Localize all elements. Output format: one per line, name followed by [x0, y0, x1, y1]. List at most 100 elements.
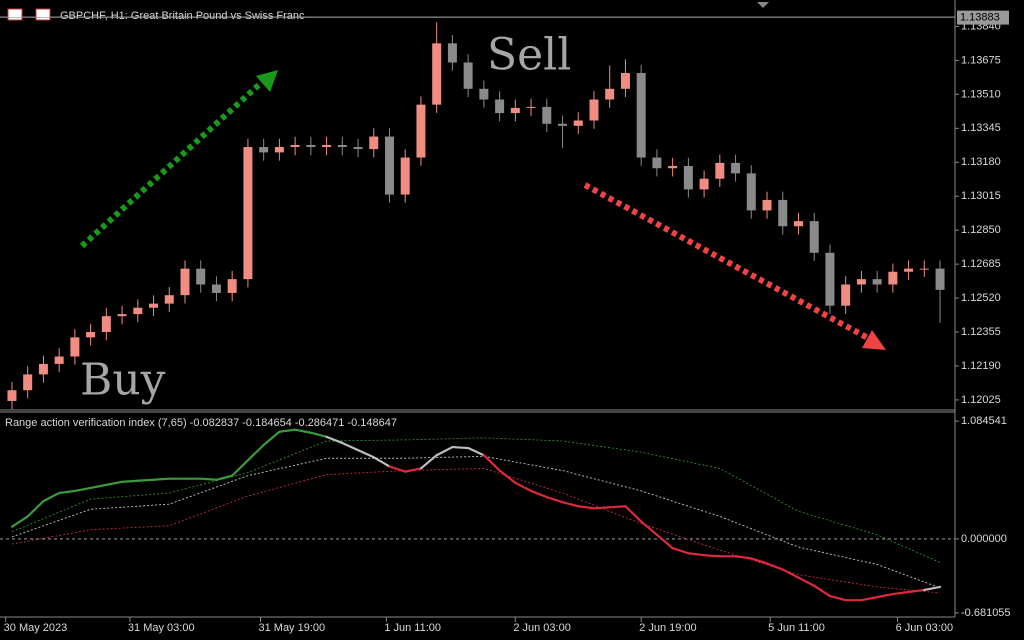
index-line-segment: [765, 562, 784, 571]
candle-body: [919, 268, 929, 270]
index-line-segment: [120, 479, 139, 483]
y-tick-label: -0.681055: [961, 607, 1011, 619]
index-line-segment: [372, 456, 391, 468]
candle-body: [652, 157, 662, 169]
x-tick-label: 5 Jun 11:00: [768, 622, 825, 634]
index-line-segment: [215, 474, 234, 481]
index-line-segment: [608, 505, 627, 509]
candle-body: [558, 123, 568, 126]
sell-label: Sell: [487, 30, 571, 81]
candle-body: [7, 390, 17, 401]
index-line-segment: [10, 515, 29, 528]
candle-body: [322, 144, 332, 148]
candle-body: [274, 147, 284, 153]
candle-body: [447, 43, 457, 63]
candle-body: [699, 178, 709, 190]
candle-body: [762, 199, 772, 211]
buy-arrow-head: [256, 70, 278, 92]
index-line-segment: [262, 430, 281, 447]
candle-body: [856, 279, 866, 285]
candle-body: [479, 88, 489, 100]
candle-body: [369, 136, 379, 150]
index-line-segment: [828, 594, 847, 602]
index-line-segment: [435, 445, 454, 457]
index-line-segment: [781, 568, 800, 579]
band-line: [11, 468, 941, 594]
last-price-label: 1.13883: [960, 12, 1000, 24]
candle-body: [400, 157, 410, 195]
candle-body: [731, 162, 741, 174]
index-line-segment: [498, 469, 517, 484]
index-line-segment: [136, 478, 155, 482]
x-tick-label: 2 Jun 03:00: [513, 622, 571, 634]
y-tick-label: 1.12190: [961, 360, 1001, 372]
icon[interactable]: [35, 8, 51, 21]
index-line-segment: [923, 585, 942, 592]
candle-body: [38, 363, 48, 375]
candle-body: [463, 62, 473, 89]
candle-body: [70, 337, 80, 357]
candle-body: [636, 72, 646, 158]
index-line-segment: [451, 445, 470, 450]
index-line-segment: [482, 454, 501, 472]
index-line-segment: [577, 505, 596, 510]
candle-body: [259, 147, 269, 153]
candle-body: [573, 120, 583, 126]
index-line-segment: [58, 489, 76, 495]
candle-body: [542, 106, 552, 124]
index-line-segment: [860, 596, 879, 602]
candle-body: [180, 268, 190, 296]
index-line-segment: [702, 554, 721, 558]
candle-body: [495, 99, 505, 114]
candle-body: [290, 144, 300, 148]
candle-body: [353, 147, 363, 150]
index-line-segment: [152, 477, 171, 481]
index-line-segment: [671, 547, 690, 555]
index-line-segment: [529, 489, 548, 499]
last-price-box: [957, 10, 1009, 25]
index-line-segment: [278, 428, 297, 433]
index-line-segment: [404, 467, 423, 473]
candle-body: [526, 106, 536, 108]
y-tick-label: 0.000000: [961, 533, 1007, 545]
candle-body: [841, 284, 851, 306]
index-line-segment: [341, 441, 360, 452]
candle-body: [306, 144, 316, 148]
candle-body: [54, 356, 64, 364]
index-line-segment: [876, 592, 894, 599]
y-tick-label: 1.084541: [961, 415, 1007, 427]
x-tick-label: 31 May 03:00: [128, 622, 195, 634]
candle-body: [384, 136, 394, 195]
y-tick-label: 1.13675: [961, 54, 1001, 66]
y-tick-label: 1.12355: [961, 326, 1001, 338]
candle-body: [337, 144, 347, 148]
index-line-segment: [231, 459, 250, 477]
index-line-segment: [199, 477, 218, 481]
candle-body: [416, 104, 426, 158]
x-tick-label: 31 May 19:00: [258, 622, 325, 634]
candle-body: [227, 279, 237, 293]
y-tick-label: 1.13180: [961, 156, 1001, 168]
toolbar-icons[interactable]: [7, 8, 51, 21]
y-tick-label: 1.13345: [961, 122, 1001, 134]
index-line-segment: [356, 449, 375, 459]
band-line: [11, 437, 941, 563]
shift-marker: [757, 2, 769, 8]
index-line-segment: [388, 465, 407, 473]
candle-body: [243, 147, 253, 280]
candle-body: [793, 221, 803, 227]
candle-body: [825, 252, 835, 306]
candle-body: [809, 221, 819, 253]
candle-body: [117, 314, 127, 317]
icon[interactable]: [7, 8, 23, 21]
candle-body: [589, 99, 599, 121]
x-tick-label: 2 Jun 19:00: [639, 622, 697, 634]
index-line-segment: [309, 431, 328, 438]
index-line-segment: [734, 555, 753, 560]
index-line-segment: [26, 500, 45, 518]
index-line-segment: [592, 506, 611, 510]
y-tick-label: 1.12850: [961, 224, 1001, 236]
index-line-segment: [419, 454, 438, 470]
